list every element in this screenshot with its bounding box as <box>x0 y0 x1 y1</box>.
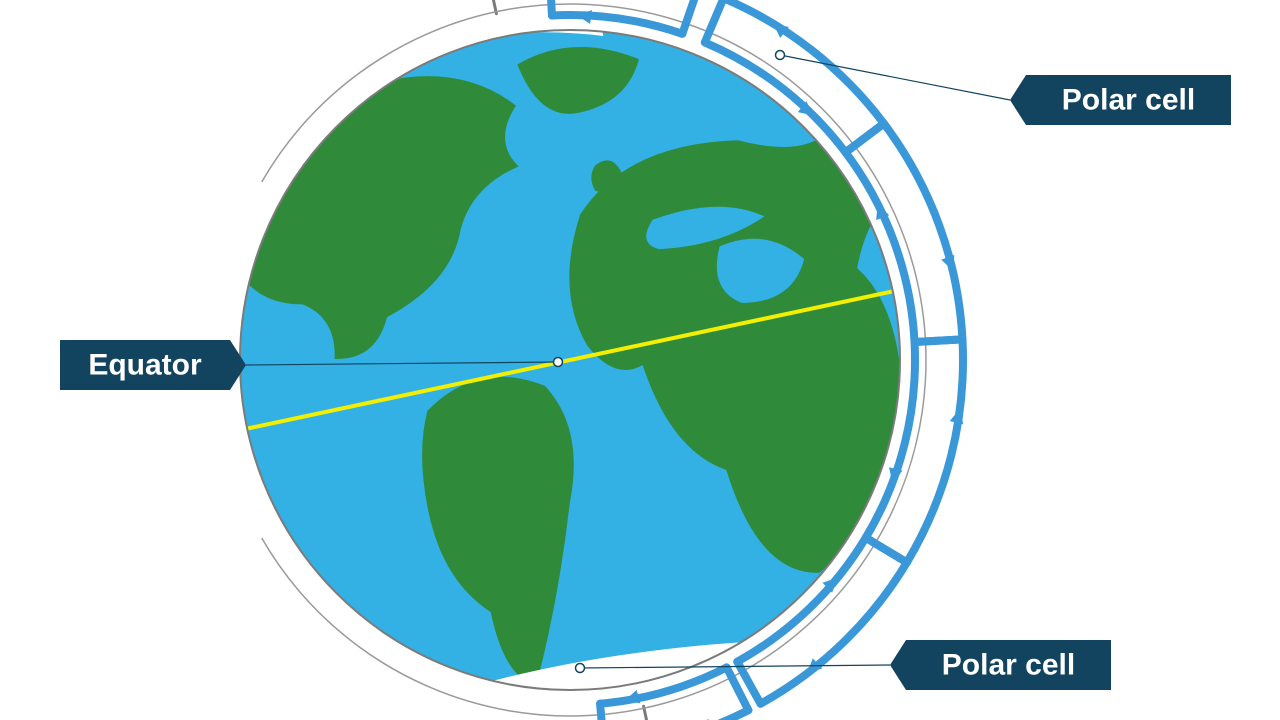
axis-north <box>471 0 496 14</box>
leader-polar-north <box>780 55 1010 100</box>
label-text-equator: Equator <box>88 349 202 382</box>
anchor-equator <box>554 358 563 367</box>
anchor-polar-north <box>776 51 785 60</box>
atmospheric-circulation-diagram: Equator Polar cell Polar cell <box>0 0 1280 720</box>
axis-south <box>644 706 669 720</box>
label-text-polar-south: Polar cell <box>942 649 1075 682</box>
anchor-polar-south <box>576 664 585 673</box>
label-text-polar-north: Polar cell <box>1062 84 1195 117</box>
